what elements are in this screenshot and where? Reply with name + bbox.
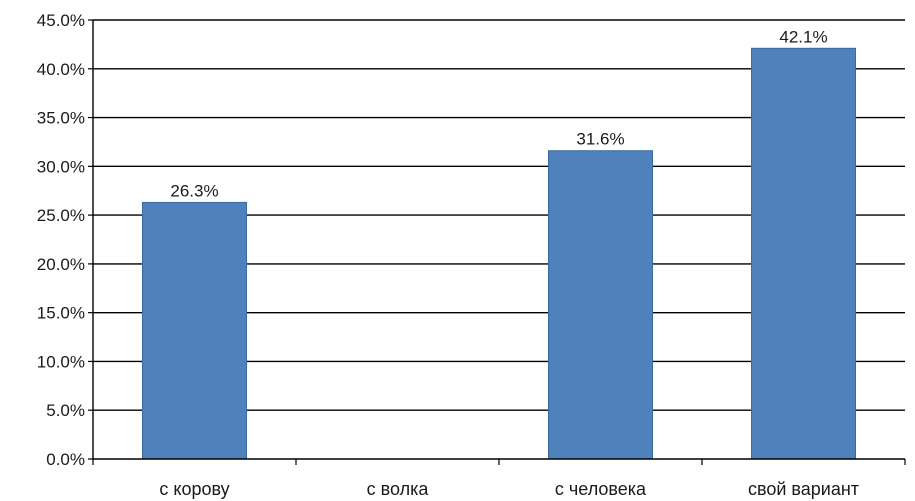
data-label: 31.6% [576, 130, 624, 149]
data-labels: 26.3% 31.6% 42.1% [170, 27, 827, 200]
x-category-label: с человека [555, 479, 647, 499]
bar [142, 201, 247, 460]
y-tick-label: 15.0% [37, 304, 85, 323]
y-tick-label: 20.0% [37, 255, 85, 274]
y-tick-label: 25.0% [37, 206, 85, 225]
axes [88, 19, 906, 465]
y-tick-label: 40.0% [37, 60, 85, 79]
y-tick-label: 35.0% [37, 109, 85, 128]
x-category-label: свой вариант [748, 479, 859, 499]
bar [751, 47, 856, 460]
x-category-label: с корову [159, 479, 229, 499]
y-axis-tick-labels: 0.0% 5.0% 10.0% 15.0% 20.0% 25.0% 30.0% 35.0% 40… [37, 11, 85, 469]
data-label: 42.1% [779, 27, 827, 46]
bars [142, 47, 856, 460]
data-label: 26.3% [170, 181, 218, 200]
x-axis-category-labels: с корову с волка с человека свой вариант [159, 479, 859, 499]
y-tick-label: 45.0% [37, 11, 85, 30]
y-tick-label: 30.0% [37, 157, 85, 176]
bar [548, 150, 653, 460]
y-tick-label: 10.0% [37, 352, 85, 371]
x-category-label: с волка [367, 479, 430, 499]
y-tick-label: 5.0% [46, 401, 85, 420]
y-tick-label: 0.0% [46, 450, 85, 469]
